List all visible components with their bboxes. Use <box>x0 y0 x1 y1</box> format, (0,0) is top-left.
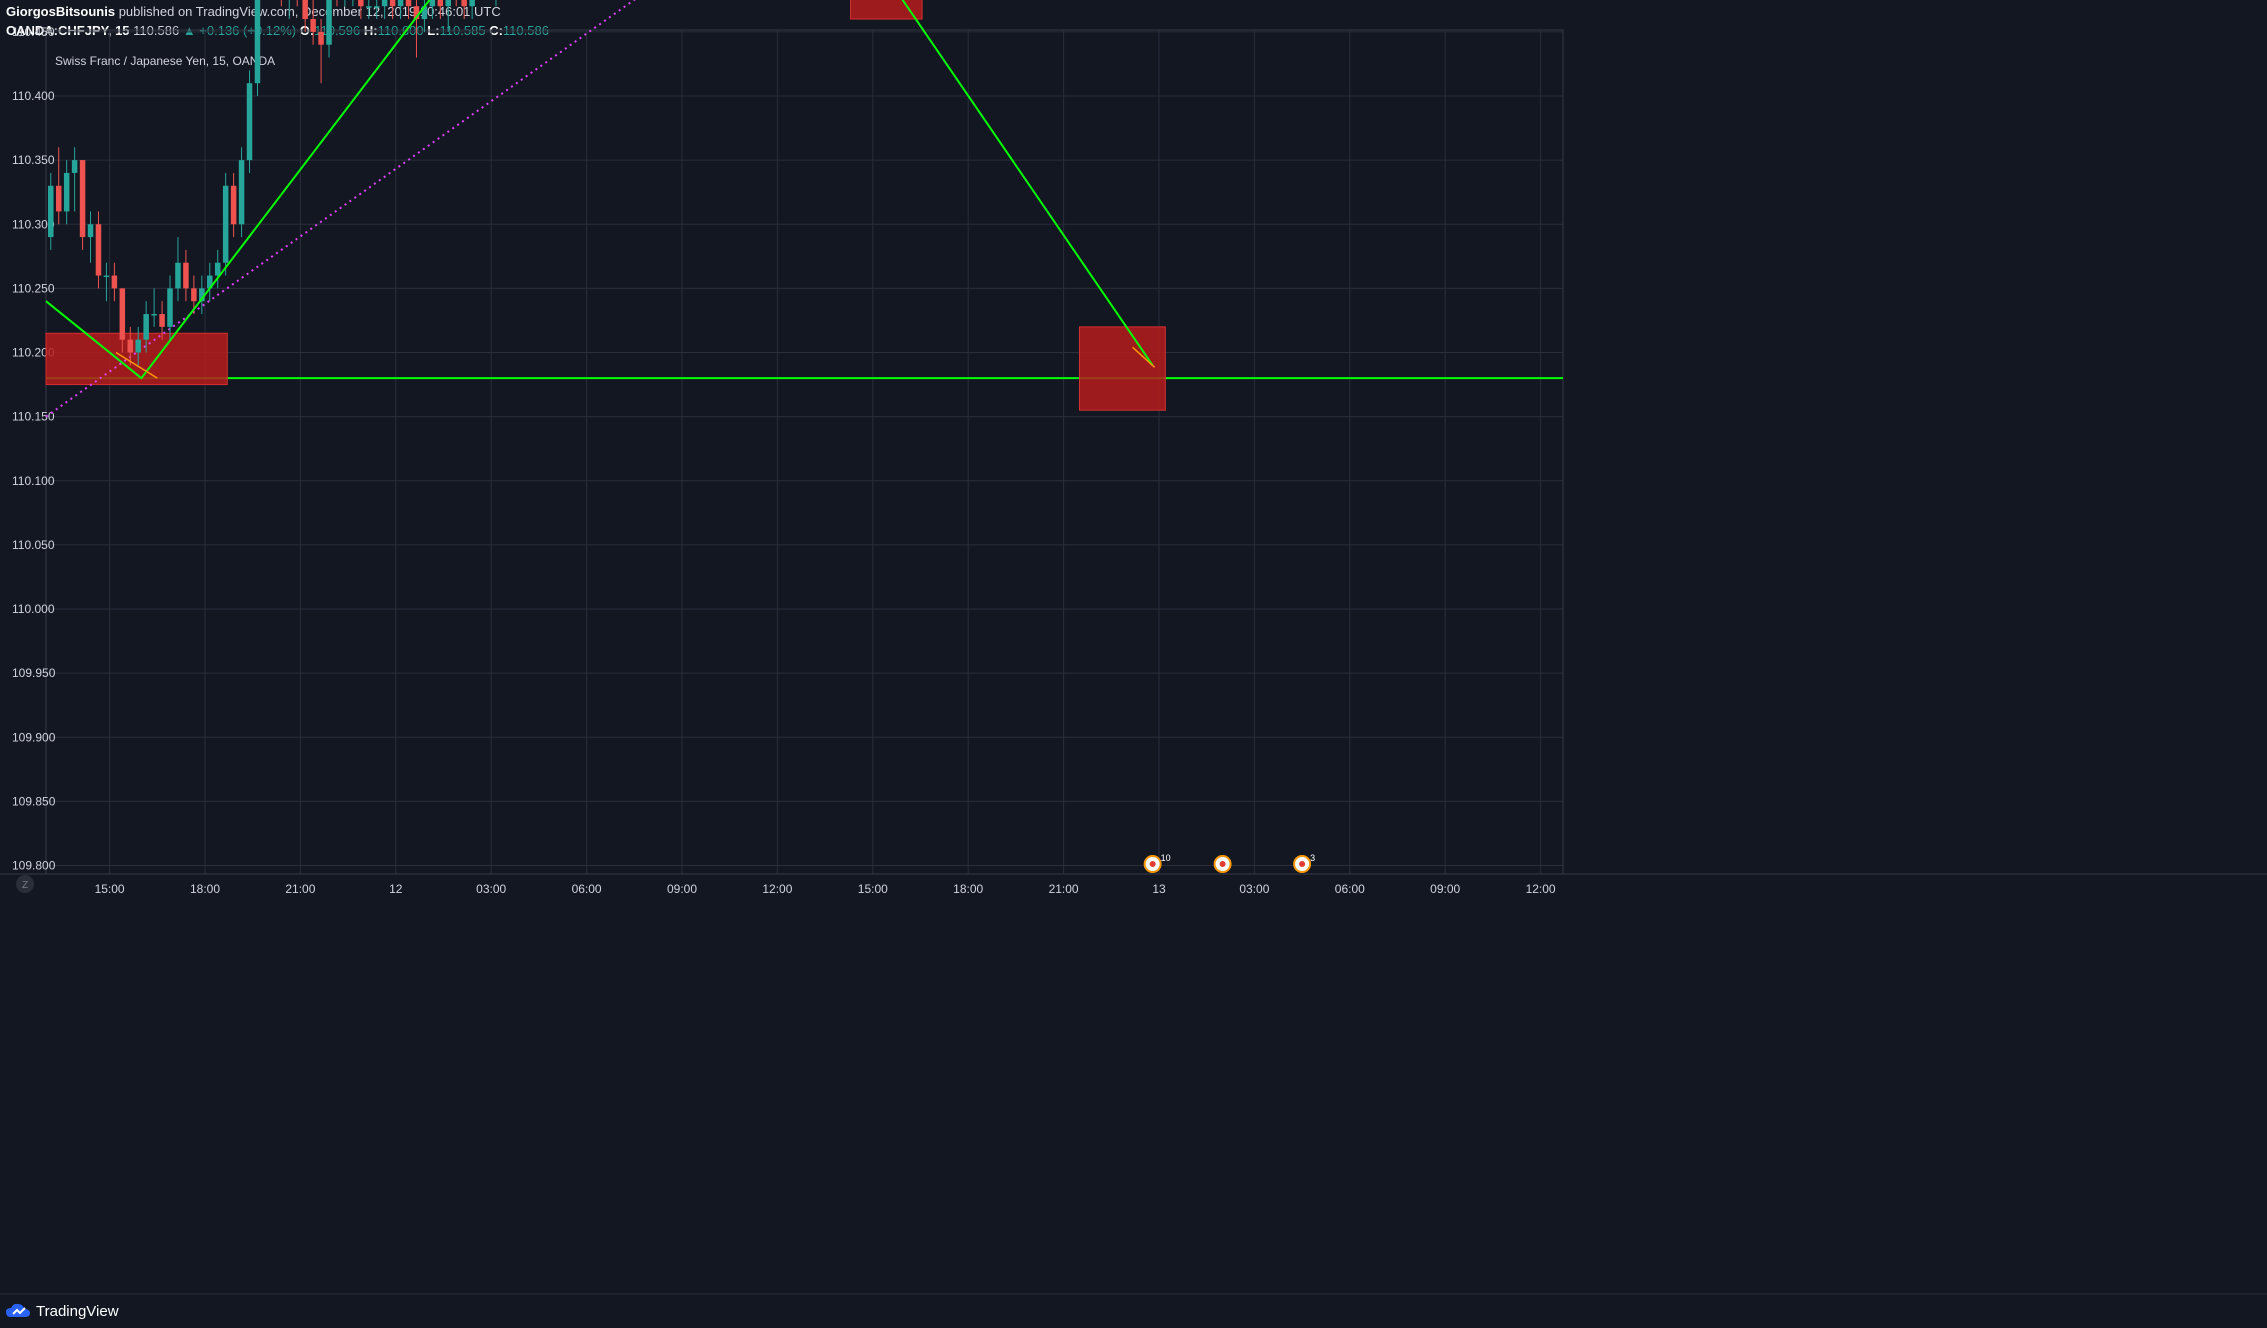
candle-body <box>222 185 229 263</box>
event-dot <box>1219 861 1226 867</box>
candle-body <box>135 339 141 353</box>
price-tick-label: 109.850 <box>12 794 56 808</box>
event-dot <box>1299 861 1306 867</box>
brand-name: TradingView <box>36 1302 119 1320</box>
cloud-icon <box>6 1303 30 1317</box>
candle-body <box>119 288 126 340</box>
candle-body <box>143 314 149 340</box>
author-name[interactable]: GiorgosBitsounis <box>6 4 116 19</box>
time-tick-label: 12 <box>389 882 403 896</box>
candle-body <box>437 0 444 7</box>
candle-body <box>127 339 134 353</box>
candle-body <box>71 160 78 173</box>
price-tick-label: 110.100 <box>12 474 55 488</box>
candle-body <box>151 314 157 316</box>
time-tick-label: 15:00 <box>95 882 125 896</box>
candle-body <box>397 0 404 7</box>
time-tick-label: 21:00 <box>285 882 315 896</box>
orange-segment[interactable] <box>115 351 158 379</box>
time-tick-label: 15:00 <box>858 882 888 896</box>
candle-body <box>469 0 475 7</box>
candle-body <box>358 0 364 7</box>
time-tick-label: 18:00 <box>953 882 983 896</box>
price-tick-label: 110.400 <box>12 89 55 103</box>
event-count: 3 <box>1310 853 1315 863</box>
candle-body <box>63 172 70 212</box>
candle-body <box>230 185 237 225</box>
candle-body <box>429 0 436 7</box>
zigzag-pattern-line[interactable] <box>45 0 1154 380</box>
candle-body <box>254 0 261 84</box>
price-tick-label: 110.350 <box>12 153 55 167</box>
candle-body <box>445 0 452 7</box>
candle-body <box>389 0 396 7</box>
candle-body <box>159 314 165 327</box>
candle-body <box>183 262 189 289</box>
time-tick-label: 06:00 <box>1335 882 1365 896</box>
candle-body <box>48 185 54 238</box>
price-tick-label: 110.000 <box>12 602 55 616</box>
candle-body <box>79 160 86 238</box>
time-tick-label: 09:00 <box>1430 882 1460 896</box>
price-tick-label: 110.200 <box>12 346 55 360</box>
candle-body <box>366 6 372 8</box>
candle-body <box>413 6 420 20</box>
supply-demand-zone[interactable] <box>850 0 923 20</box>
scale-corner-button[interactable] <box>16 875 34 893</box>
candle-body <box>199 288 205 302</box>
price-tick-label: 110.300 <box>12 217 55 231</box>
candle-body <box>95 224 102 276</box>
trend-line[interactable] <box>45 0 987 418</box>
price-tick-label: 110.150 <box>12 410 55 424</box>
candle-body <box>87 224 94 238</box>
candle-body <box>55 185 62 212</box>
candle-body <box>238 160 245 225</box>
candle-body <box>310 19 316 32</box>
time-tick-label: 06:00 <box>572 882 602 896</box>
candle-body <box>302 0 308 20</box>
candle-body <box>405 0 412 7</box>
candle-body <box>381 0 388 7</box>
time-tick-label: 03:00 <box>1239 882 1269 896</box>
price-tick-label: 109.950 <box>12 666 56 680</box>
candle-body <box>175 262 181 289</box>
price-tick-label: 109.800 <box>12 859 56 873</box>
time-tick-label: 21:00 <box>1049 882 1079 896</box>
event-dot <box>1149 861 1156 867</box>
candle-body <box>207 275 213 289</box>
time-tick-label: 12:00 <box>1526 882 1556 896</box>
candle-body <box>318 31 324 45</box>
orange-target-segment[interactable] <box>1132 346 1156 368</box>
candle-body <box>326 0 332 45</box>
plot-frame <box>45 29 1564 875</box>
price-tick-label: 109.900 <box>12 730 56 744</box>
event-count: 10 <box>1161 853 1171 863</box>
publish-info: published on TradingView.com, December 1… <box>118 4 501 19</box>
candle-body <box>167 288 173 327</box>
candle-body <box>214 262 221 276</box>
time-tick-label: 12:00 <box>762 882 792 896</box>
tradingview-logo[interactable]: TradingView <box>6 1300 119 1322</box>
candle-body <box>461 0 467 7</box>
candle-body <box>191 288 197 302</box>
time-tick-label: 09:00 <box>667 882 697 896</box>
price-tick-label: 110.050 <box>12 538 55 552</box>
time-tick-label: 13 <box>1152 882 1166 896</box>
time-tick-label: 03:00 <box>476 882 506 896</box>
time-tick-label: 18:00 <box>190 882 220 896</box>
candle-body <box>373 6 380 8</box>
candle-body <box>246 83 253 161</box>
candle-body <box>421 6 428 20</box>
publish-line: GiorgosBitsounis published on TradingVie… <box>6 2 549 21</box>
candle-body <box>103 275 110 278</box>
supply-demand-zone[interactable] <box>1079 326 1166 411</box>
chart-title: Swiss Franc / Japanese Yen, 15, OANDA <box>55 54 275 68</box>
price-tick-label: 110.450 <box>12 25 55 39</box>
price-tick-label: 110.250 <box>12 281 55 295</box>
candle-body <box>111 275 118 289</box>
scale-corner-label: Z <box>22 880 28 891</box>
